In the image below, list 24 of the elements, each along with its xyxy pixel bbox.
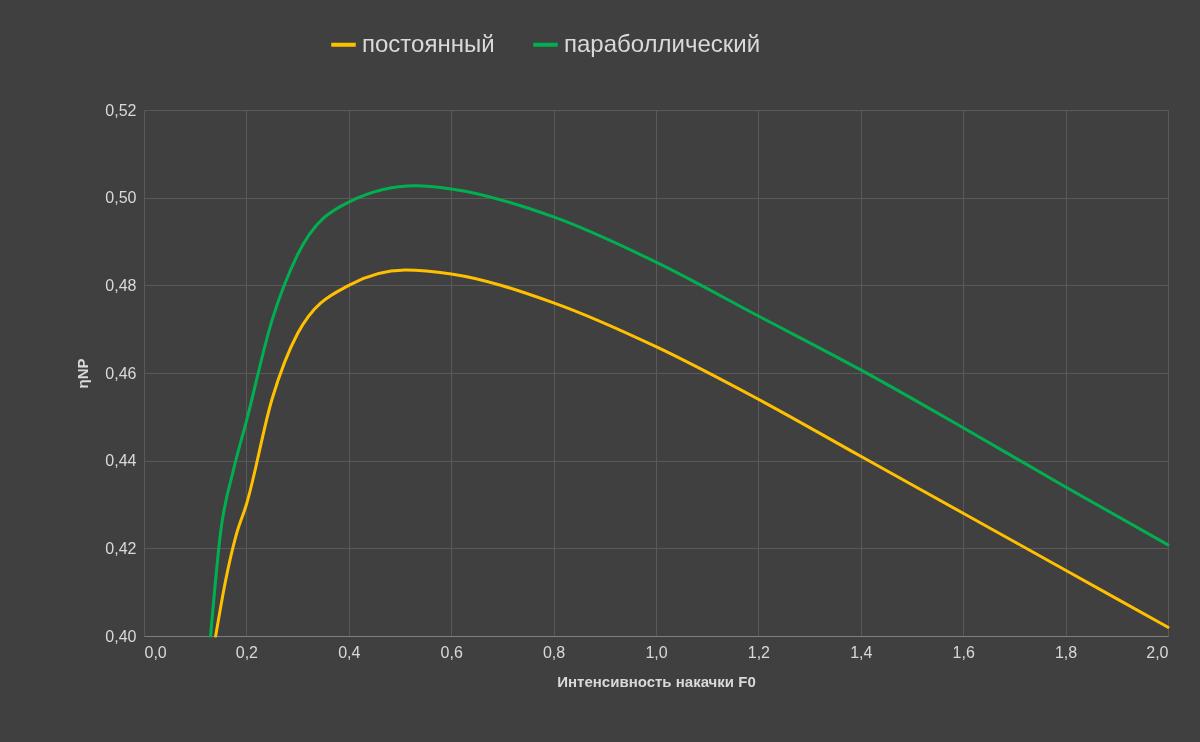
- y-tick-label: 0,46: [105, 364, 137, 382]
- x-tick-label: 1,2: [747, 643, 771, 661]
- y-tick-label: 0,52: [105, 101, 137, 119]
- x-tick-label: 1,4: [850, 643, 873, 661]
- y-tick-label: 0,50: [105, 189, 137, 207]
- x-axis-title: Интенсивность накачки F0: [557, 672, 756, 690]
- x-tick-label: 0,4: [338, 643, 361, 661]
- x-tick-label: 1,6: [952, 643, 975, 661]
- x-tick-label: 1,8: [1054, 643, 1078, 661]
- y-tick-label: 0,44: [105, 452, 137, 470]
- x-tick-label: 0,8: [542, 643, 566, 661]
- x-tick-label: 0,2: [235, 643, 259, 661]
- x-tick-label: 0,6: [440, 643, 463, 661]
- y-tick-label: 0,48: [105, 276, 137, 294]
- y-tick-label: 0,42: [105, 539, 137, 557]
- x-tick-label: 2,0: [1146, 643, 1169, 661]
- y-axis-title: ηNP: [74, 358, 92, 389]
- line-series: [209, 184, 1170, 638]
- x-tick-label: 1,0: [645, 643, 668, 661]
- y-tick-label: 0,40: [105, 627, 137, 645]
- legend-label: постоянный: [362, 29, 495, 57]
- legend-label: параболлический: [564, 29, 761, 57]
- x-tick-label: 0,0: [144, 643, 167, 661]
- line-series: [214, 268, 1170, 638]
